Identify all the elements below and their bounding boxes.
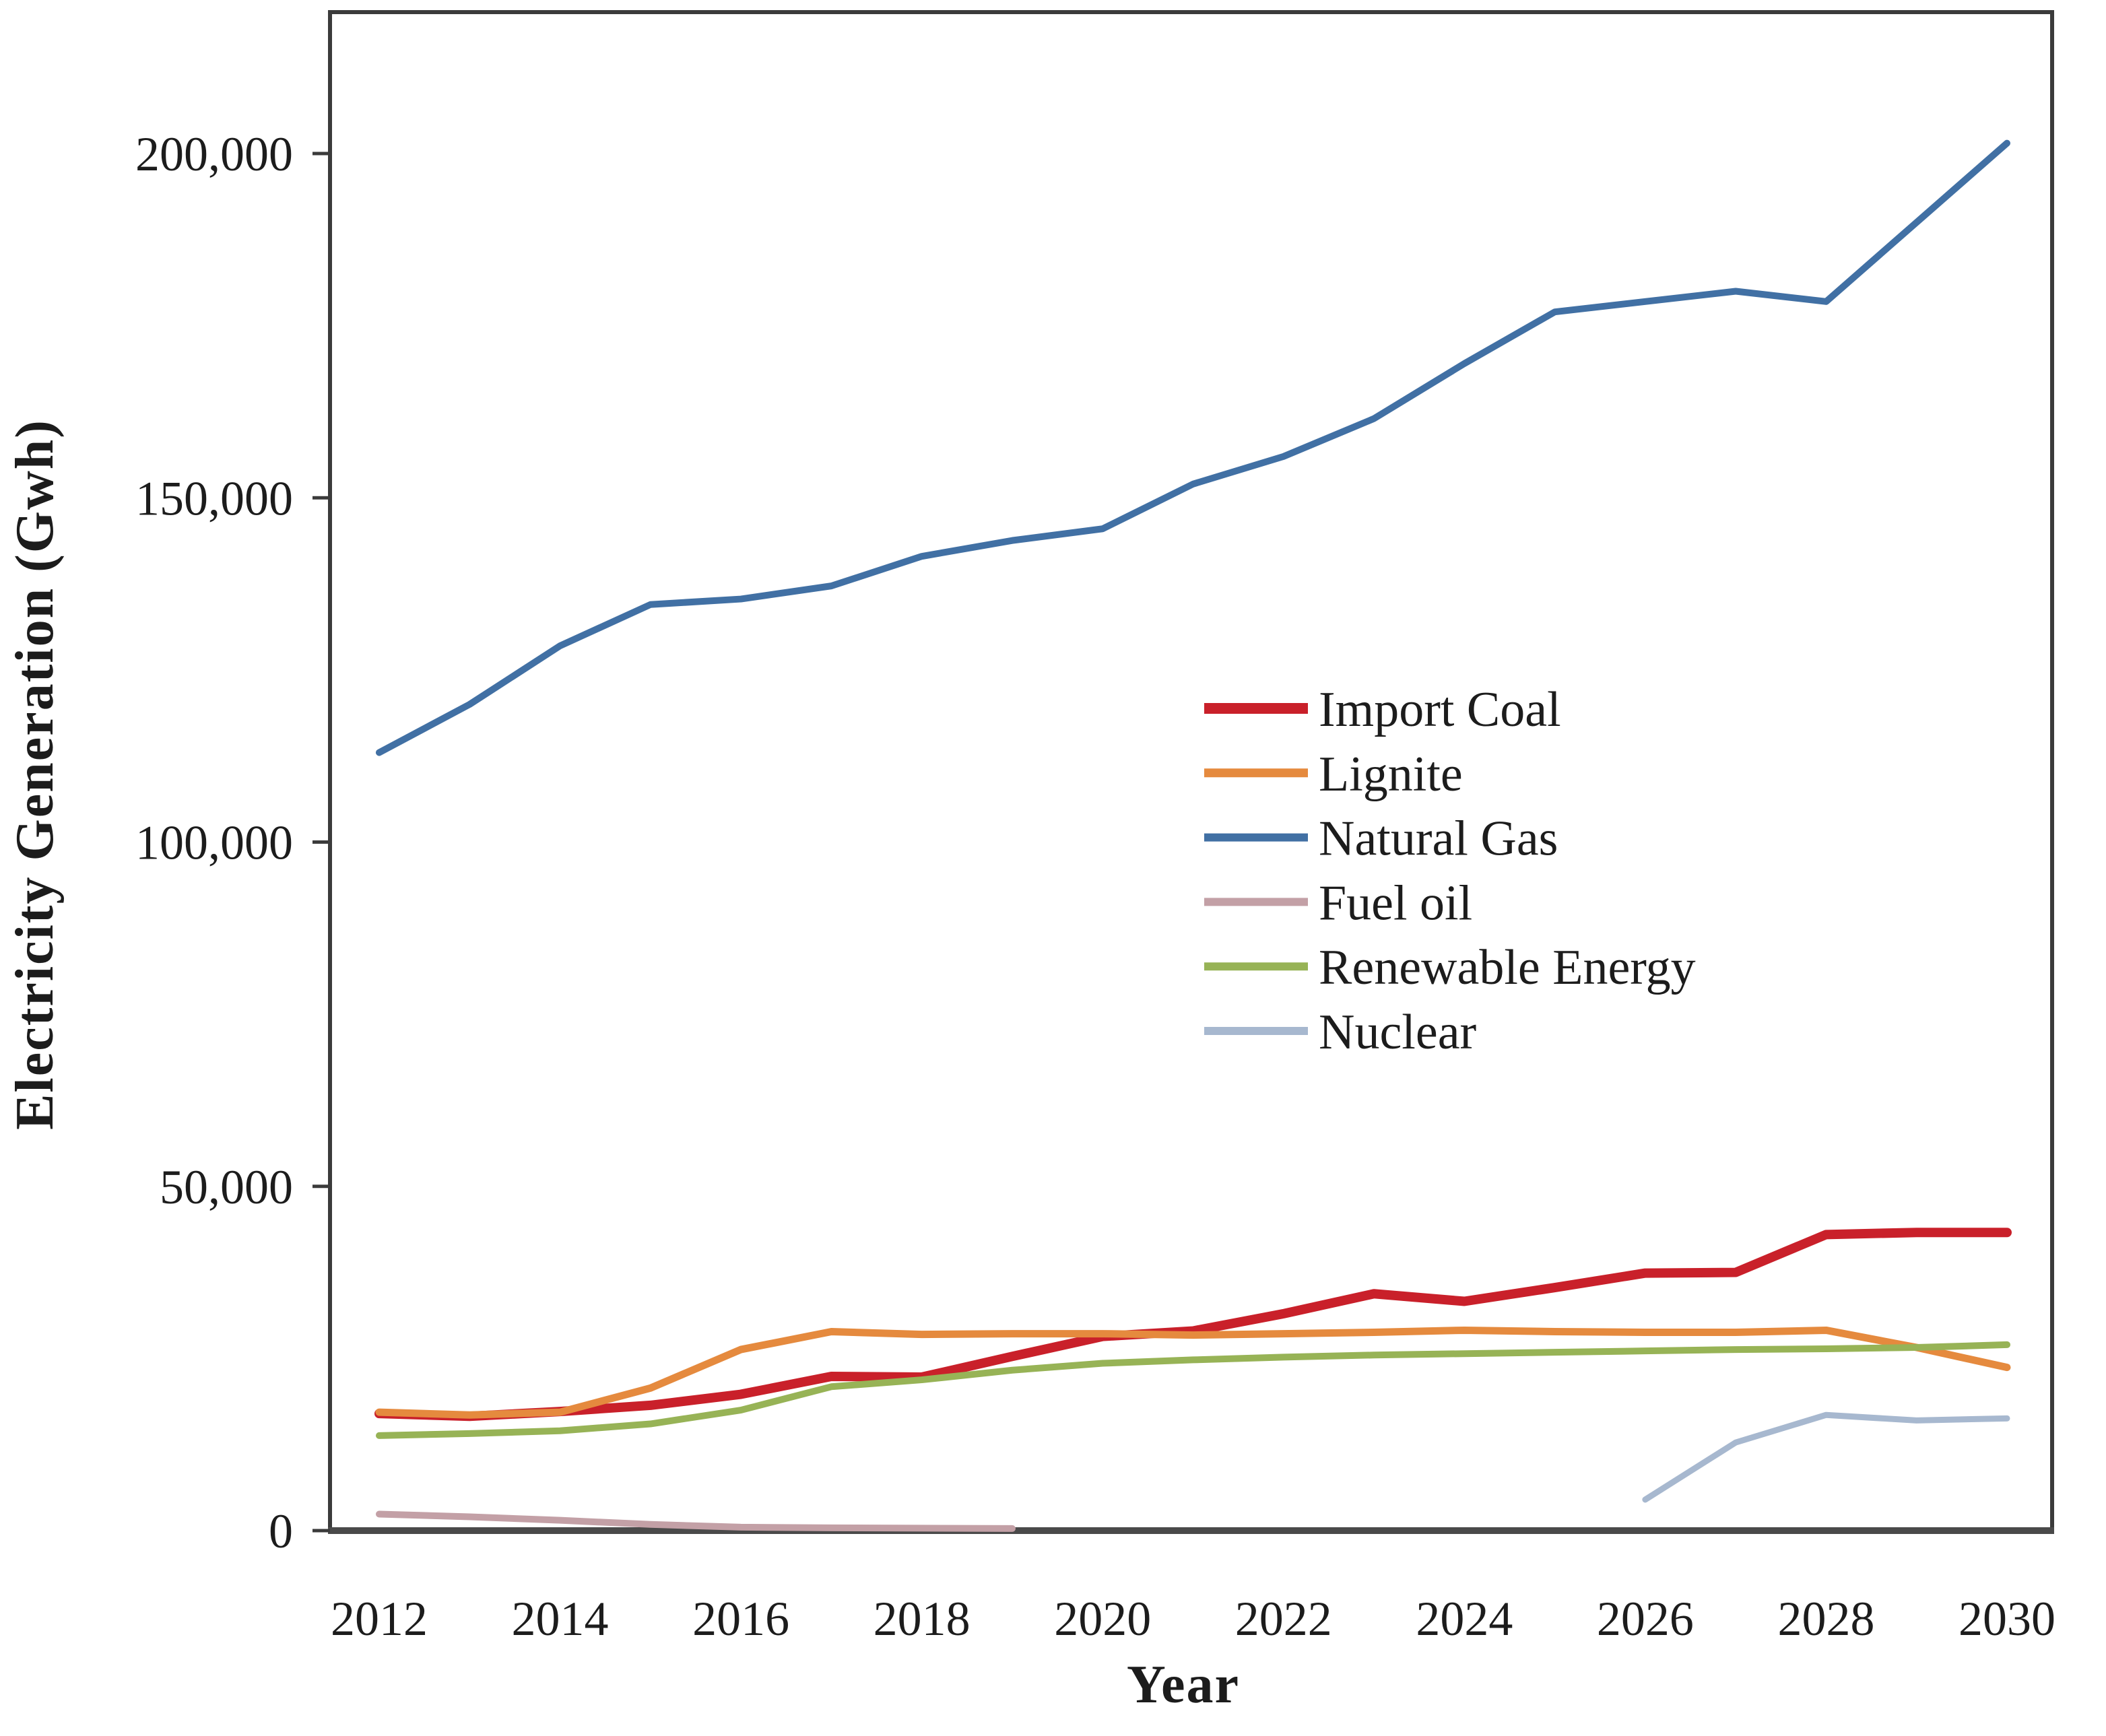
y-tick-label: 50,000 (160, 1160, 293, 1214)
series-lines (374, 139, 2012, 1532)
y-tick-label: 150,000 (135, 471, 293, 525)
legend-label-nuclear: Nuclear (1319, 1005, 1476, 1060)
x-tick-label: 2012 (331, 1592, 428, 1646)
y-axis-ticks: 0 50,000 100,000 150,000 200,000 (135, 127, 330, 1558)
series-line-nuclear (1642, 1411, 2010, 1503)
legend-item-fuel-oil: Fuel oil (1204, 875, 1472, 931)
series-line-natural-gas (376, 139, 2011, 756)
legend-item-renewable-energy: Renewable Energy (1204, 940, 1696, 995)
legend-label-fuel-oil: Fuel oil (1319, 875, 1472, 931)
x-axis-ticks: 2012 2014 2016 2018 2020 2022 2024 2026 2028 2030 (331, 1592, 2055, 1646)
x-tick-label: 2014 (512, 1592, 609, 1646)
y-tick-label: 100,000 (135, 816, 293, 870)
legend-item-natural-gas: Natural Gas (1204, 811, 1558, 867)
series-line-renewable-energy (376, 1341, 2011, 1439)
x-tick-label: 2026 (1597, 1592, 1694, 1646)
x-tick-label: 2030 (1959, 1592, 2055, 1646)
series-line-fuel-oil (376, 1510, 1016, 1532)
legend-label-natural-gas: Natural Gas (1319, 811, 1558, 867)
series-line-lignite (375, 1326, 2011, 1419)
x-tick-label: 2020 (1054, 1592, 1151, 1646)
x-axis-title: Year (1127, 1655, 1240, 1714)
legend-label-renewable-energy: Renewable Energy (1319, 940, 1696, 995)
plot-border (328, 10, 2054, 1533)
x-tick-label: 2024 (1416, 1592, 1513, 1646)
y-tick-label: 0 (269, 1504, 293, 1558)
legend-item-nuclear: Nuclear (1204, 1005, 1476, 1060)
x-tick-label: 2016 (692, 1592, 789, 1646)
x-tick-label: 2028 (1777, 1592, 1874, 1646)
y-tick-label: 200,000 (135, 127, 293, 181)
series-line-import-coal (374, 1228, 2012, 1422)
x-tick-label: 2018 (874, 1592, 970, 1646)
legend: Import Coal Lignite Natural Gas Fuel oil Ren… (1204, 682, 1696, 1060)
plot-frame (328, 10, 2054, 1534)
legend-item-import-coal: Import Coal (1204, 682, 1561, 737)
x-tick-label: 2022 (1235, 1592, 1332, 1646)
legend-label-lignite: Lignite (1319, 747, 1463, 802)
legend-item-lignite: Lignite (1204, 747, 1463, 802)
y-axis-title: Electricity Generation (Gwh) (5, 419, 65, 1130)
legend-label-import-coal: Import Coal (1319, 682, 1561, 737)
